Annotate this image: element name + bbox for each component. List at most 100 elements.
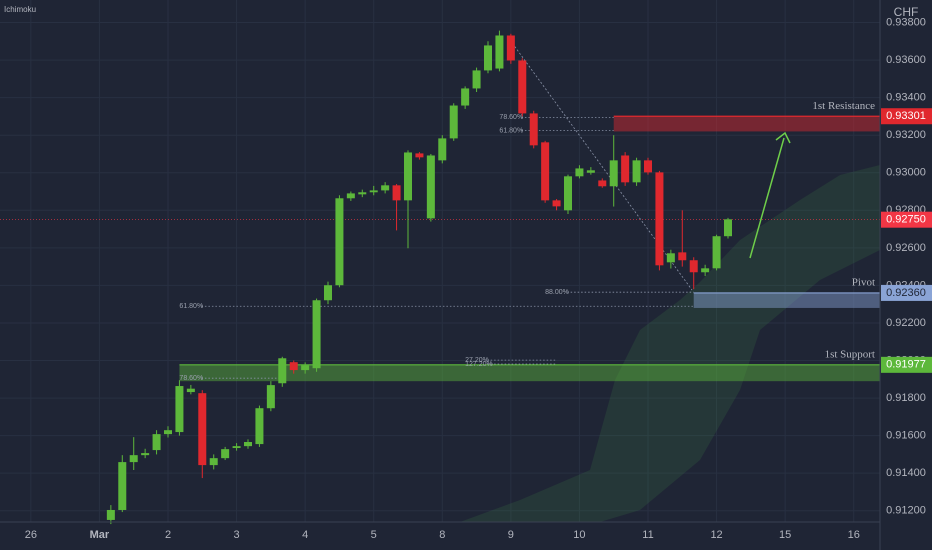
candle-body	[495, 35, 504, 69]
fib-label: 61.80%	[499, 127, 523, 134]
candle-body	[266, 385, 275, 409]
candle-body	[518, 60, 527, 114]
level-zone	[179, 364, 880, 382]
candle-body	[358, 192, 367, 195]
candle-body	[666, 253, 675, 263]
candle-body	[644, 160, 652, 173]
x-tick-label: 11	[642, 529, 653, 541]
x-tick-label: 5	[371, 529, 377, 541]
grid	[0, 0, 880, 522]
candle-body	[198, 393, 207, 466]
plot: 78.60% 61.80% 88.00% 61.80% 78.60% 27.20%127.…	[0, 30, 880, 525]
currency: CHF	[894, 5, 919, 19]
candle-body	[621, 155, 630, 183]
candle-body	[701, 268, 710, 273]
ichimoku-cloud	[460, 165, 880, 522]
candle-body	[244, 442, 252, 447]
level-price-box	[881, 108, 932, 125]
candle-body	[449, 105, 458, 139]
candle-body	[575, 168, 584, 177]
candle-body	[689, 260, 698, 273]
level-zone	[693, 292, 880, 308]
candle-body	[312, 300, 321, 369]
y-tick-label: 0.91800	[886, 392, 926, 404]
x-tick-label: 9	[508, 529, 514, 541]
x-tick-label: Mar	[90, 529, 110, 541]
level-name: 1st Resistance	[812, 100, 875, 112]
candle-body	[472, 70, 481, 89]
candle-body	[141, 453, 150, 456]
level-price-box	[881, 356, 932, 373]
level-price-box	[881, 284, 932, 301]
candle-body	[209, 458, 218, 466]
candle-body	[106, 509, 115, 520]
candle-body	[541, 142, 550, 201]
candle-body	[175, 386, 184, 433]
y-tick-label: 0.91200	[886, 505, 926, 517]
x-tick-label: 8	[439, 529, 445, 541]
y-tick-label: 0.93600	[886, 54, 926, 66]
candle-body	[255, 408, 264, 445]
last-price-box	[881, 211, 932, 228]
candle-body	[426, 155, 435, 219]
candle-body	[289, 362, 298, 371]
arrow-head	[775, 131, 791, 144]
candle-body	[392, 185, 401, 201]
level-name: Pivot	[852, 276, 875, 288]
level-name: 1st Support	[825, 348, 875, 360]
x-tick-label: 3	[234, 529, 240, 541]
y-tick-label: 0.92600	[886, 242, 926, 254]
y-tick-label: 0.93200	[886, 129, 926, 141]
candle-body	[586, 170, 595, 173]
candle-body	[381, 185, 390, 191]
fib-label: 27.20%	[465, 357, 489, 364]
candle-body	[712, 236, 721, 269]
arrow	[749, 137, 785, 259]
candle-body	[484, 45, 492, 71]
x-tick-label: 10	[573, 529, 585, 541]
candle-body	[335, 198, 344, 286]
candle-body	[232, 446, 241, 449]
candle-body	[152, 434, 161, 451]
candle-body	[632, 160, 641, 183]
candle-body	[221, 449, 230, 459]
candle-body	[164, 430, 172, 435]
candle-body	[278, 358, 287, 384]
indicator-label: Ichimoku	[4, 5, 36, 14]
candle-body	[415, 153, 424, 158]
fib-label: 88.00%	[545, 289, 569, 296]
candle-body	[186, 388, 195, 393]
candle-body	[609, 160, 618, 187]
candle-body	[655, 172, 664, 266]
last-price: 0.92750	[886, 214, 926, 226]
fib-label: 61.80%	[179, 303, 203, 310]
x-tick-label: 12	[710, 529, 722, 541]
fib-label: 78.60%	[179, 375, 203, 382]
level-price: 0.91977	[886, 359, 926, 371]
fib-label: 78.60%	[499, 114, 523, 121]
fib-label: 127.20%	[465, 361, 493, 368]
candle-body	[506, 35, 515, 61]
x-tick-label: 16	[848, 529, 860, 541]
candle-body	[301, 365, 310, 371]
y-tick-label: 0.93800	[886, 16, 926, 28]
candle-body	[404, 152, 412, 201]
candle-body	[598, 180, 607, 187]
x-tick-label: 4	[302, 529, 308, 541]
candle-body	[552, 200, 561, 207]
candle-body	[118, 462, 127, 510]
candle-body	[129, 455, 138, 463]
y-tick-label: 0.93000	[886, 167, 926, 179]
x-tick-label: 26	[25, 529, 37, 541]
level-price: 0.93301	[886, 110, 926, 122]
candle-body	[529, 113, 538, 146]
y-tick-label: 0.91600	[886, 430, 926, 442]
x-tick-label: 15	[779, 529, 791, 541]
y-tick-label: 0.92200	[886, 317, 926, 329]
y-tick-label: 0.93400	[886, 92, 926, 104]
candle-body	[564, 176, 572, 211]
y-tick-label: 0.91400	[886, 467, 926, 479]
candle-body	[438, 138, 447, 161]
